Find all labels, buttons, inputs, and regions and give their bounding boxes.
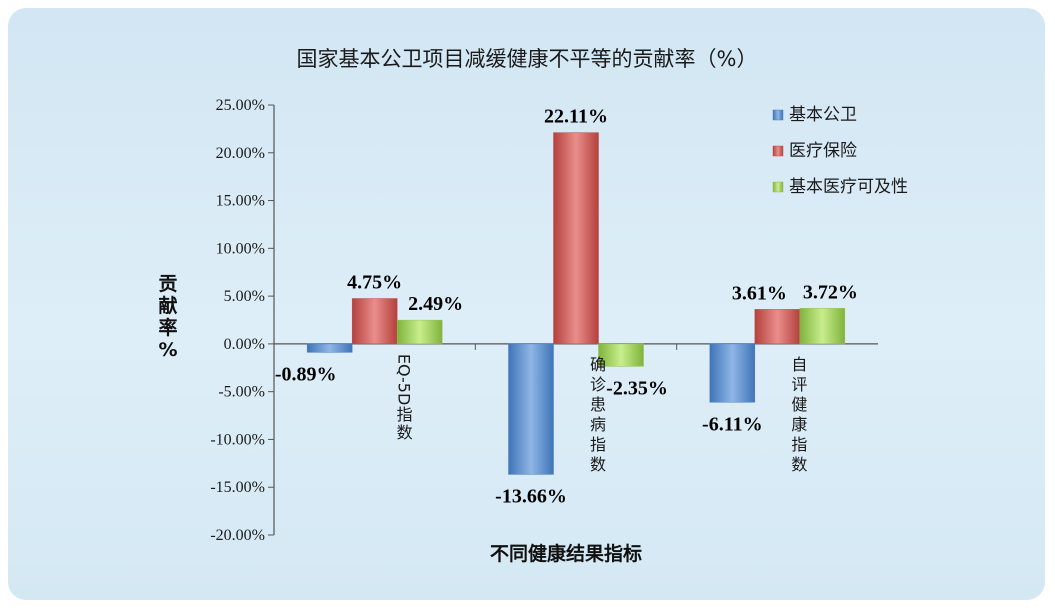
y-axis-title-char: % [158,339,177,361]
category-label-char: 指 [791,435,807,454]
data-label-1-0: 4.75% [347,272,402,294]
data-labels-group: -0.89% -13.66% -6.11% 4.75% 22.11% 3.61% 2.49%… [275,106,858,508]
chart-background [8,8,1045,600]
bar-1-0 [351,298,398,345]
category-label-char: 指 [590,435,606,454]
category-label-char: 评 [791,375,807,394]
y-tick-label: -20.00% [210,527,265,544]
data-label-1-2: 3.61% [732,282,787,304]
y-axis-title-char: 献 [158,295,177,317]
category-label-char: 患 [590,395,606,414]
legend-swatch-1 [772,145,784,157]
bar-0-0 [306,343,353,353]
data-label-2-0: 2.49% [408,293,463,315]
y-tick-label: -15.00% [210,479,265,496]
bar-0-1 [508,343,554,475]
data-label-0-2: -6.11% [702,413,763,435]
legend-label-0: 基本公卫 [789,105,857,125]
y-axis-title-char: 率 [158,316,177,339]
bar-1-1 [553,132,599,345]
data-label-2-1: -2.35% [606,377,668,399]
y-axis-title-char: 贡 [158,273,177,295]
y-tick-label: 5.00% [224,288,265,305]
y-tick-label: 25.00% [216,97,265,114]
data-label-2-2: 3.72% [803,281,858,303]
legend-label-1: 医疗保险 [789,141,857,161]
bar-2-0 [396,319,443,345]
category-label-char: 指 [397,405,413,424]
category-label-text: EQ-5D [395,354,414,405]
category-label-char: 确 [590,355,606,374]
y-tick-label: 10.00% [216,240,265,257]
chart-title: 国家基本公卫项目减缓健康不平等的贡献率（%） [297,47,758,71]
bar-2-2 [799,308,846,345]
legend-swatch-0 [772,109,784,121]
y-tick-label: 20.00% [216,145,265,162]
category-label-char: 诊 [590,375,606,394]
y-tick-label: 0.00% [224,336,265,353]
data-label-0-1: -13.66% [495,485,567,507]
y-axis-title: 贡献率% [158,273,177,361]
bar-1-2 [754,309,801,345]
y-tick-label: -10.00% [210,431,265,448]
legend-label-2: 基本医疗可及性 [789,177,908,197]
category-label-char: 康 [791,415,807,434]
category-label-char: 数 [397,423,413,442]
y-axis: 25.00% 20.00% 15.00% 10.00% 5.00% 0.00% -5.00%… [210,97,878,544]
category-label-char: 健 [791,395,807,414]
bar-2-1 [598,343,644,367]
y-tick-label: 15.00% [216,193,265,210]
y-tick-label: -5.00% [218,384,265,401]
data-label-1-1: 22.11% [544,106,608,128]
category-label-char: 病 [590,415,606,434]
bars-group [306,132,846,475]
bar-0-2 [709,343,756,403]
category-label-char: 数 [791,455,807,474]
category-label-char: 自 [791,355,807,374]
category-label-char: 数 [590,455,606,474]
data-label-0-0: -0.89% [275,363,337,385]
legend-swatch-2 [772,181,784,193]
x-axis-title: 不同健康结果指标 [490,542,642,565]
